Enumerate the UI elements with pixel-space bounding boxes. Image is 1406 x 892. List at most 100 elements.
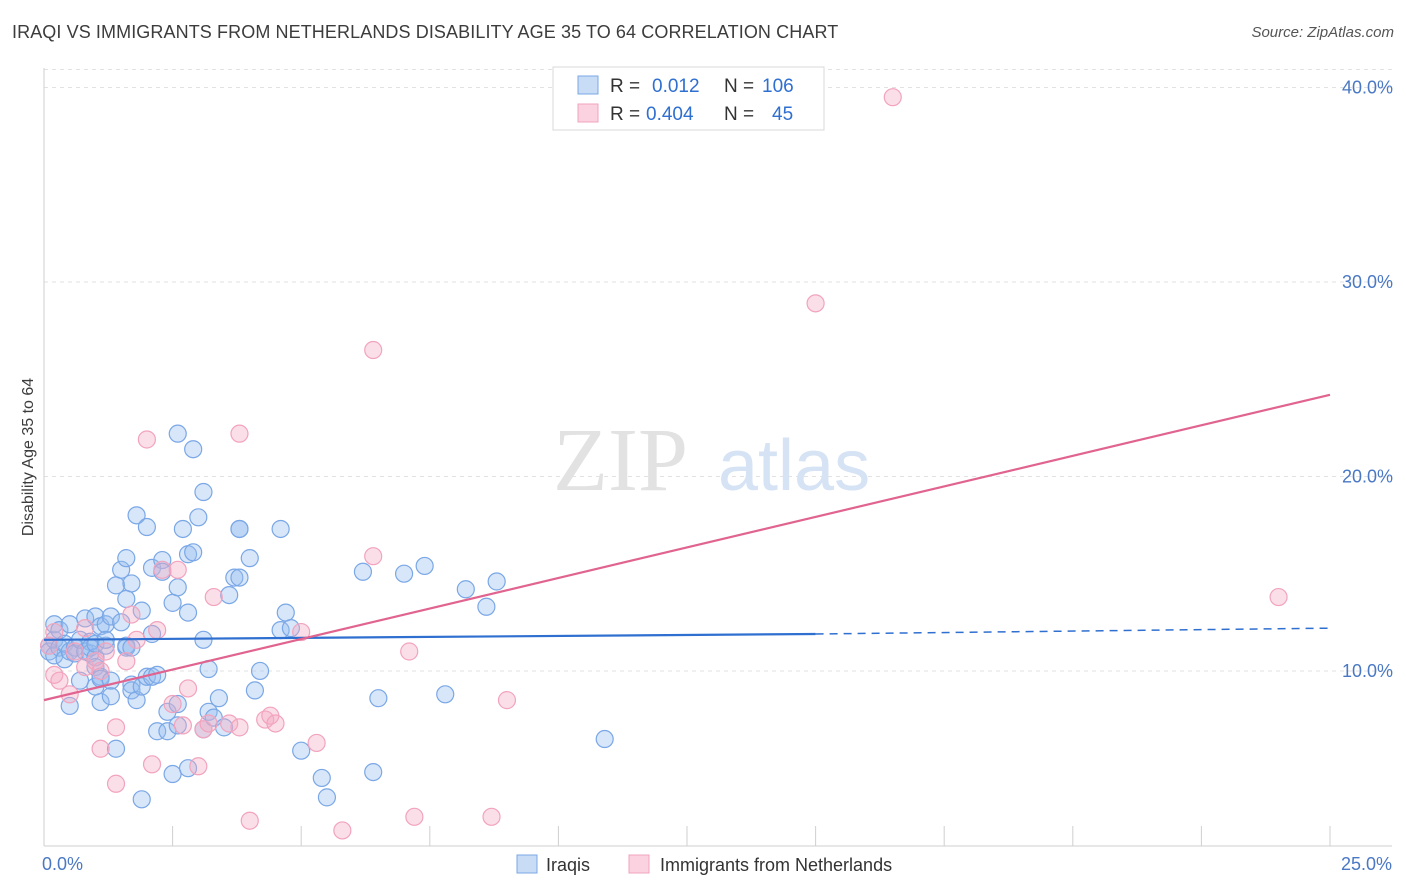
x-ticks <box>43 826 1331 846</box>
iraqis-point-70 <box>173 519 192 539</box>
iraqis-point-47 <box>122 681 141 700</box>
netherlands-point-28 <box>204 587 223 607</box>
netherlands-point-38 <box>333 821 352 840</box>
netherlands-point-44 <box>497 691 517 710</box>
netherlands-point-45 <box>806 294 825 313</box>
iraqis-point-91 <box>245 681 265 700</box>
iraqis-point-75 <box>184 440 203 459</box>
netherlands-point-2 <box>45 622 64 642</box>
watermark: ZIP atlas <box>553 411 870 510</box>
netherlands-point-13 <box>106 774 126 793</box>
netherlands-point-46 <box>883 88 902 107</box>
series-netherlands-points <box>40 88 1288 840</box>
iraqis-point-65 <box>163 764 182 784</box>
netherlands-point-17 <box>137 430 156 449</box>
iraqis-point-109 <box>595 729 614 749</box>
iraqis-point-27 <box>91 692 110 712</box>
netherlands-point-19 <box>148 621 167 640</box>
iraqis-point-67 <box>168 578 187 597</box>
iraqis-point-74 <box>184 543 203 562</box>
netherlands-point-36 <box>292 622 311 642</box>
trend-line-iraqis-extension <box>815 627 1331 635</box>
iraqis-point-52 <box>132 790 151 809</box>
bottom-legend-swatch-netherlands <box>628 854 650 874</box>
y-tick-label-20: 20.0% <box>1342 466 1393 486</box>
iraqis-point-50 <box>132 601 151 620</box>
iraqis-point-96 <box>281 619 301 638</box>
netherlands-point-11 <box>96 642 115 661</box>
legend-r-label-1: R = <box>610 76 640 97</box>
legend-r-label-2: R = <box>610 104 640 125</box>
iraqis-point-4 <box>45 615 64 634</box>
netherlands-point-10 <box>91 661 110 681</box>
netherlands-point-9 <box>91 739 110 758</box>
iraqis-point-79 <box>194 482 213 502</box>
iraqis-point-94 <box>271 519 290 539</box>
axes <box>43 68 1392 847</box>
netherlands-point-14 <box>117 652 136 671</box>
netherlands-point-22 <box>168 560 187 579</box>
iraqis-point-103 <box>394 564 414 583</box>
y-tick-label-10: 10.0% <box>1342 661 1393 681</box>
netherlands-point-1 <box>45 665 64 684</box>
netherlands-point-31 <box>230 424 249 443</box>
iraqis-point-85 <box>220 585 239 605</box>
legend-r-value-2: 0.404 <box>646 104 694 125</box>
iraqis-point-95 <box>276 603 295 622</box>
iraqis-point-37 <box>106 739 126 758</box>
trend-line-netherlands <box>43 393 1331 702</box>
iraqis-point-97 <box>292 741 311 760</box>
iraqis-point-92 <box>250 661 270 681</box>
netherlands-point-37 <box>307 733 326 753</box>
iraqis-point-102 <box>369 689 388 708</box>
netherlands-point-26 <box>194 720 213 739</box>
iraqis-point-35 <box>101 687 120 706</box>
iraqis-point-68 <box>168 716 187 735</box>
iraqis-point-41 <box>117 589 136 609</box>
iraqis-point-10 <box>60 615 79 634</box>
iraqis-point-40 <box>117 549 136 568</box>
y-axis-label: Disability Age 35 to 64 <box>20 378 37 536</box>
legend-n-label-2: N = <box>724 104 754 125</box>
iraqis-point-106 <box>456 580 475 599</box>
x-tick-label-min: 0.0% <box>42 854 83 874</box>
iraqis-point-89 <box>230 519 249 539</box>
iraqis-point-49 <box>127 691 146 710</box>
iraqis-point-87 <box>230 568 249 587</box>
iraqis-point-83 <box>209 689 228 708</box>
iraqis-point-53 <box>137 517 156 537</box>
y-tick-label-30: 30.0% <box>1342 272 1393 292</box>
iraqis-point-73 <box>178 603 198 622</box>
legend-n-label-1: N = <box>724 76 754 97</box>
y-tick-labels: 10.0% 20.0% 30.0% 40.0% <box>1342 77 1393 681</box>
x-tick-label-max: 25.0% <box>1341 854 1392 874</box>
iraqis-point-33 <box>101 607 120 626</box>
iraqis-point-66 <box>168 694 187 714</box>
iraqis-point-108 <box>487 572 506 591</box>
iraqis-point-78 <box>194 630 213 649</box>
netherlands-point-35 <box>266 714 285 733</box>
trend-line-iraqis <box>43 632 816 641</box>
iraqis-point-100 <box>353 562 373 581</box>
netherlands-point-0 <box>40 636 59 655</box>
iraqis-point-38 <box>112 560 131 579</box>
iraqis-point-44 <box>122 574 141 593</box>
netherlands-point-24 <box>178 679 198 698</box>
netherlands-point-23 <box>173 716 192 735</box>
netherlands-point-15 <box>122 605 141 624</box>
netherlands-point-42 <box>405 807 424 826</box>
netherlands-point-30 <box>230 718 249 737</box>
correlation-legend: R = 0.012 N = 106 R = 0.404 N = 45 <box>552 66 825 131</box>
iraqis-point-104 <box>415 556 434 576</box>
netherlands-point-5 <box>65 642 84 661</box>
iraqis-point-58 <box>148 722 167 741</box>
netherlands-point-25 <box>189 757 208 776</box>
legend-swatch-iraqis <box>577 75 599 95</box>
netherlands-point-20 <box>153 560 172 579</box>
legend-n-value-2: 45 <box>772 104 793 125</box>
iraqis-point-90 <box>240 549 259 568</box>
netherlands-point-3 <box>50 671 69 690</box>
source-label: Source: ZipAtlas.com <box>1251 24 1394 41</box>
netherlands-point-21 <box>163 694 182 714</box>
